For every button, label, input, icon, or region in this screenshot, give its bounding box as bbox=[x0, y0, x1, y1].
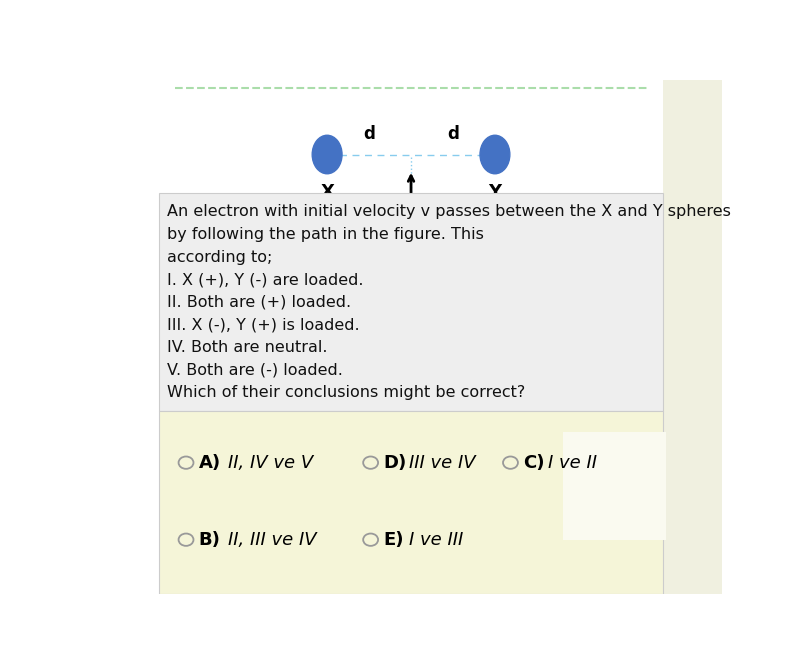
Text: IV. Both are neutral.: IV. Both are neutral. bbox=[168, 340, 328, 355]
Text: according to;: according to; bbox=[168, 249, 273, 265]
Text: d: d bbox=[363, 125, 375, 143]
Text: d: d bbox=[447, 125, 459, 143]
Text: I. X (+), Y (-) are loaded.: I. X (+), Y (-) are loaded. bbox=[168, 272, 364, 287]
Text: E): E) bbox=[383, 531, 403, 549]
Ellipse shape bbox=[312, 135, 342, 174]
FancyBboxPatch shape bbox=[160, 412, 662, 594]
Text: III. X (-), Y (+) is loaded.: III. X (-), Y (+) is loaded. bbox=[168, 317, 360, 332]
Text: II. Both are (+) loaded.: II. Both are (+) loaded. bbox=[168, 295, 351, 309]
Text: I ve II: I ve II bbox=[548, 454, 597, 472]
Text: elektron: elektron bbox=[375, 203, 448, 218]
Text: by following the path in the figure. This: by following the path in the figure. Thi… bbox=[168, 227, 484, 242]
Text: III ve IV: III ve IV bbox=[409, 454, 476, 472]
FancyBboxPatch shape bbox=[160, 193, 662, 412]
Ellipse shape bbox=[480, 135, 510, 174]
Text: I ve III: I ve III bbox=[409, 531, 464, 549]
Text: A): A) bbox=[198, 454, 221, 472]
Text: Y: Y bbox=[488, 183, 501, 201]
Text: D): D) bbox=[383, 454, 407, 472]
Text: II, IV ve V: II, IV ve V bbox=[228, 454, 313, 472]
Text: B): B) bbox=[198, 531, 221, 549]
Text: II, III ve IV: II, III ve IV bbox=[228, 531, 316, 549]
Text: An electron with initial velocity v passes between the X and Y spheres: An electron with initial velocity v pass… bbox=[168, 204, 731, 219]
Bar bbox=[662, 80, 722, 594]
Text: C): C) bbox=[523, 454, 545, 472]
Text: V. Both are (-) loaded.: V. Both are (-) loaded. bbox=[168, 363, 343, 378]
FancyBboxPatch shape bbox=[563, 432, 666, 540]
Text: Which of their conclusions might be correct?: Which of their conclusions might be corr… bbox=[168, 385, 525, 400]
Text: X: X bbox=[320, 183, 334, 201]
